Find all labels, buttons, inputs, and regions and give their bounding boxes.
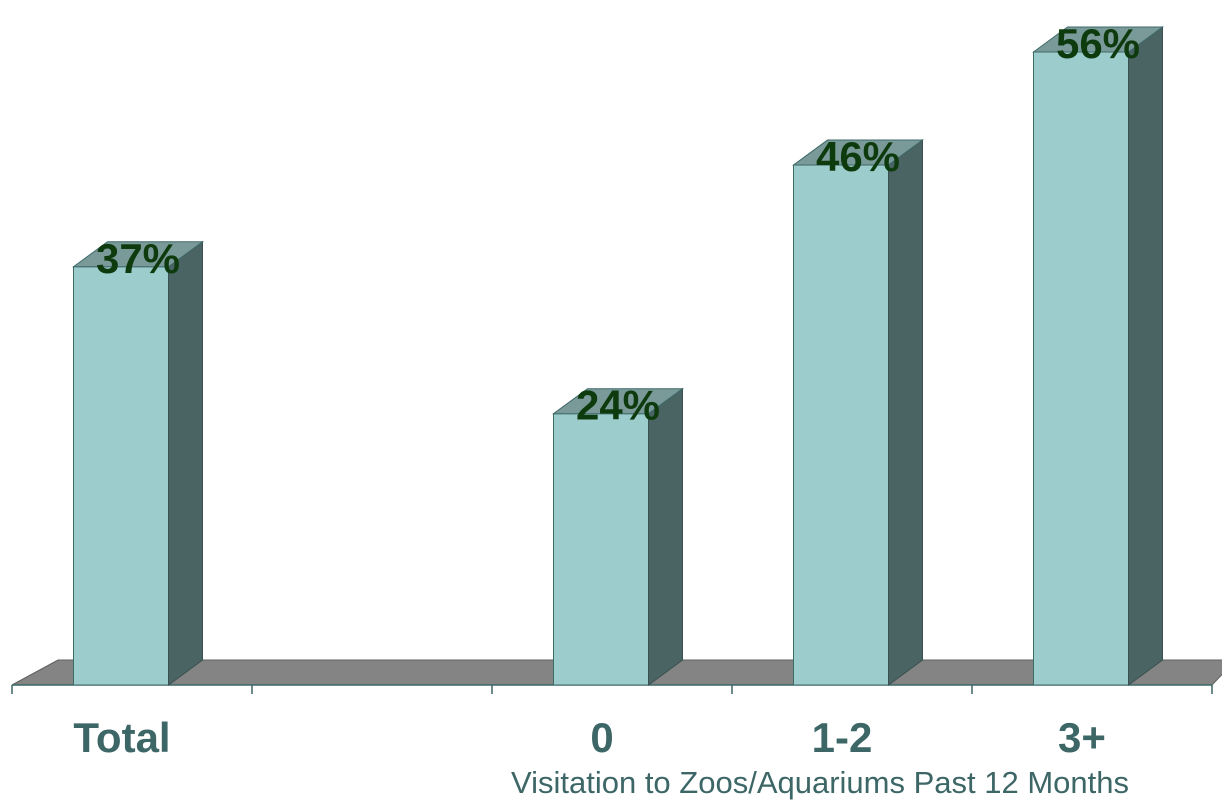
bar-side-face	[1128, 26, 1163, 686]
bars	[71, 26, 1165, 686]
bar-side-face	[648, 387, 683, 686]
value-label: 24%	[576, 382, 660, 429]
value-label: 56%	[1056, 20, 1140, 67]
bar-side-face	[888, 139, 923, 686]
category-label: Total	[73, 714, 170, 761]
value-label: 46%	[816, 133, 900, 180]
bar-top-face	[791, 139, 925, 166]
bar-front-face	[1033, 51, 1129, 686]
x-axis-title: Visitation to Zoos/Aquariums Past 12 Mon…	[511, 765, 1129, 800]
x-axis	[11, 684, 1213, 694]
bar-front-face	[553, 413, 649, 686]
bar-side-face	[168, 240, 203, 686]
value-label: 37%	[96, 235, 180, 282]
category-label: 3+	[1058, 714, 1106, 761]
category-label: 0	[590, 714, 613, 761]
bar-top-face	[1031, 26, 1165, 53]
bar-front-face	[793, 164, 889, 686]
category-label: 1-2	[812, 714, 873, 761]
value-labels: 37% 24% 46% 56%	[96, 20, 1140, 429]
bar	[791, 139, 925, 686]
bar-top-face	[551, 388, 685, 415]
bar-front-face	[73, 266, 169, 686]
bar-top-face	[71, 241, 205, 268]
bar	[71, 240, 205, 686]
bar	[1031, 26, 1165, 686]
bar	[551, 387, 685, 686]
category-labels: Total 0 1-2 3+	[73, 714, 1106, 761]
